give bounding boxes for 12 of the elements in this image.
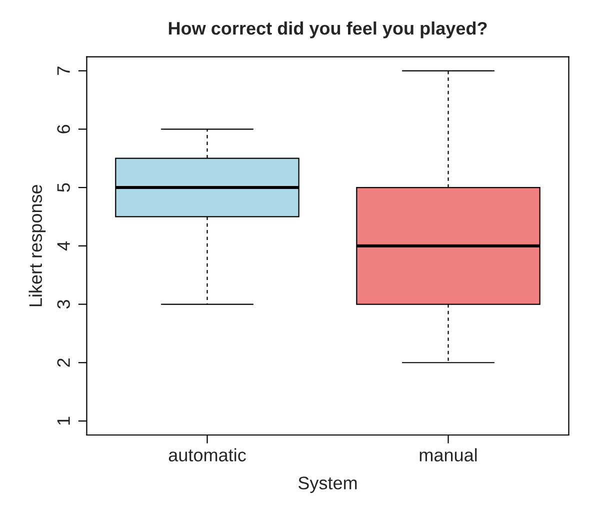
y-tick-label: 2	[57, 358, 70, 367]
y-tick-label: 1	[57, 416, 70, 425]
y-tick-label: 4	[57, 241, 70, 250]
x-axis-title: System	[298, 476, 357, 493]
chart-title: How correct did you feel you played?	[168, 21, 487, 38]
x-tick-label: automatic	[168, 448, 246, 462]
y-tick-label: 7	[57, 66, 70, 75]
y-tick-label: 3	[57, 300, 70, 309]
y-tick-label: 5	[57, 183, 70, 192]
x-tick-label: manual	[420, 448, 477, 462]
y-axis-title: Likert response	[28, 184, 46, 306]
y-tick-label: 6	[57, 124, 70, 134]
